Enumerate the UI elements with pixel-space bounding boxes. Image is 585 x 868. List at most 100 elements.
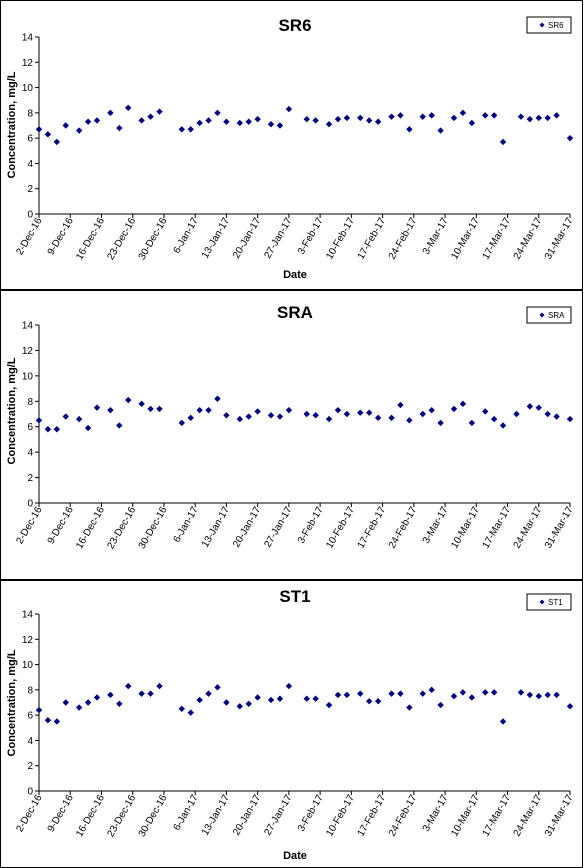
data-point	[482, 689, 489, 696]
y-tick-label: 14	[22, 610, 34, 621]
data-point	[513, 410, 520, 418]
data-point	[468, 694, 476, 701]
data-point	[334, 115, 342, 123]
data-point	[254, 408, 261, 415]
x-tick-label: 13-Jan-17	[200, 793, 232, 838]
x-tick-label: 24-Feb-17	[387, 793, 420, 839]
data-point	[267, 696, 275, 704]
data-point	[53, 138, 61, 146]
data-point	[517, 689, 525, 696]
data-point	[245, 413, 252, 420]
data-point	[187, 126, 194, 133]
x-tick-label: 20-Jan-17	[231, 793, 263, 838]
data-point	[107, 406, 114, 414]
x-tick-label: 9-Dec-16	[46, 793, 76, 834]
data-point	[388, 690, 395, 697]
data-point	[312, 412, 319, 419]
x-axis-label: Date	[283, 850, 307, 862]
chart-3: ST1 ST1 0 2 4 6 8 10 12 14 2-Dec-16 9-Dec-1616-De…	[6, 587, 576, 862]
x-tick-label: 10-Mar-17	[449, 216, 482, 262]
data-point	[178, 705, 185, 713]
x-tick-label: 16-Dec-16	[74, 793, 107, 839]
data-point	[357, 409, 364, 416]
data-point	[325, 121, 333, 128]
legend-marker	[539, 599, 545, 605]
y-axis-label: Concentration, mg/L	[6, 71, 18, 178]
plot-area: 0 2 4 6 8 10 12 14 2-Dec-16 9-Dec-1616-Dec-1623-D…	[15, 33, 576, 262]
data-point	[374, 698, 382, 705]
data-point	[468, 119, 476, 127]
y-tick-label: 6	[27, 711, 33, 722]
chart-panel-3: ST1 ST1 0 2 4 6 8 10 12 14 2-Dec-16 9-Dec-16 16-De…	[0, 580, 583, 868]
data-point	[93, 117, 101, 124]
x-tick-label: 9-Dec-16	[46, 505, 76, 546]
data-point	[397, 690, 404, 697]
y-tick-label: 6	[27, 422, 33, 433]
data-point	[553, 413, 560, 420]
legend: SRA	[526, 306, 572, 324]
data-point	[236, 703, 243, 710]
x-tick-label: 31-Mar-17	[543, 216, 576, 262]
data-point	[156, 682, 163, 690]
data-point	[406, 704, 413, 711]
y-tick-label: 10	[22, 83, 34, 94]
data-point	[499, 138, 507, 146]
data-point	[196, 406, 203, 414]
data-point	[459, 689, 467, 696]
y-axis-label: Concentration, mg/L	[6, 649, 18, 756]
data-point	[245, 700, 252, 707]
data-point	[75, 415, 83, 423]
legend-box	[526, 593, 572, 611]
x-tick-label: 2-Dec-16	[15, 793, 45, 834]
x-tick-label: 23-Dec-16	[105, 505, 138, 551]
y-tick-label: 8	[27, 108, 33, 119]
data-point	[214, 109, 221, 117]
chart-panel-1: SR6 SR6 0 2 4 6 8 10 12 14 2-Dec-16 9-Dec-16 16-De…	[0, 0, 583, 290]
x-tick-label: 6-Jan-17	[172, 793, 201, 833]
data-point	[245, 118, 252, 125]
data-point	[343, 691, 351, 699]
data-point	[544, 691, 551, 699]
data-point	[535, 114, 542, 122]
data-point	[285, 406, 293, 414]
data-point	[325, 701, 333, 709]
x-tick-label: 20-Jan-17	[231, 505, 263, 550]
data-point	[450, 114, 458, 122]
chart-panel-2: SRA SRA 0 2 4 6 8 10 12 14 2-Dec-16 9-Dec-16 16-De…	[0, 290, 583, 580]
data-point	[285, 105, 293, 113]
data-point	[343, 410, 351, 418]
data-point	[334, 406, 342, 414]
data-point	[450, 692, 458, 700]
data-point	[566, 703, 574, 710]
data-point	[93, 404, 101, 411]
data-point	[147, 405, 154, 413]
legend-label: ST1	[548, 598, 563, 607]
data-point	[116, 700, 123, 707]
data-point	[397, 112, 404, 119]
data-point	[428, 406, 435, 414]
legend-marker	[539, 312, 545, 318]
x-tick-label: 27-Jan-17	[262, 505, 294, 550]
x-tick-label: 27-Jan-17	[262, 793, 294, 838]
data-point	[535, 692, 542, 700]
y-tick-label: 2	[27, 761, 33, 772]
x-tick-label: 13-Jan-17	[200, 505, 232, 550]
data-point	[419, 410, 426, 418]
data-point	[276, 695, 284, 702]
y-tick-label: 2	[27, 473, 33, 484]
x-tick-label: 23-Dec-16	[105, 216, 138, 262]
x-tick-label: 16-Dec-16	[74, 216, 107, 262]
data-point	[397, 401, 404, 409]
y-tick-label: 14	[22, 321, 34, 332]
x-tick-label: 24-Mar-17	[512, 505, 545, 551]
y-tick-label: 2	[27, 184, 33, 195]
data-point	[267, 121, 275, 128]
data-point	[553, 112, 560, 119]
y-tick-label: 8	[27, 685, 33, 696]
data-point	[482, 112, 489, 119]
x-tick-label: 10-Mar-17	[449, 793, 482, 839]
data-point	[437, 701, 444, 709]
data-point	[35, 706, 43, 714]
chart-title: SR6	[278, 16, 311, 35]
x-tick-label: 24-Feb-17	[387, 505, 420, 551]
